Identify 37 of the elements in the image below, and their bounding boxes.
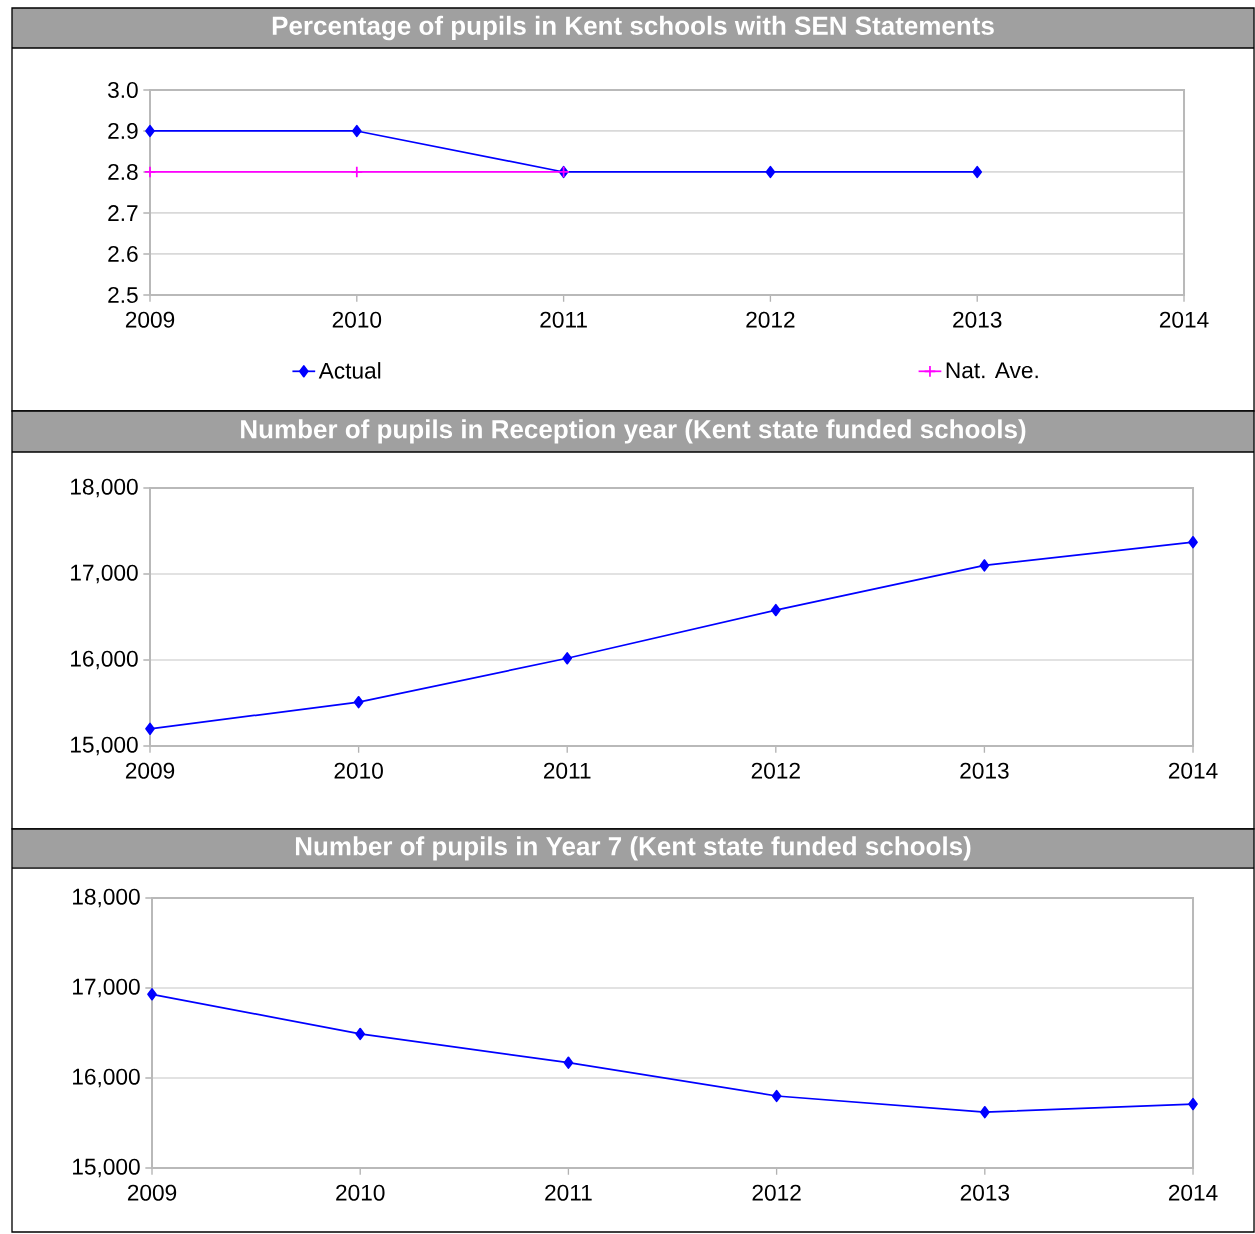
x-tick-label: 2012 [751,762,800,779]
x-tick-label: 2013 [953,311,1002,328]
x-tick-label: 2012 [746,311,795,328]
x-tick-label: 2011 [545,1184,592,1201]
y-tick-label: 2.5 [108,286,138,304]
x-tick-label: 2013 [960,762,1009,779]
x-tick-label: 2012 [752,1184,801,1201]
x-tick-label: 2009 [127,1184,177,1201]
x-tick-label: 2011 [543,762,591,779]
y-tick-label: 15,000 [73,1158,140,1178]
x-tick-label: 2013 [960,1184,1010,1201]
x-tick-label: 2010 [336,1184,385,1201]
x-tick-label: 2014 [1159,311,1209,328]
y-tick-label: 16,000 [73,1068,140,1088]
legend-label: Nat. Ave. [946,362,1038,379]
y-tick-label: 3.0 [107,81,138,99]
chart-title: Number of pupils in Year 7 (Kent state funded schools) [295,836,971,861]
x-tick-label: 2009 [125,311,175,328]
x-tick-label: 2014 [1168,1184,1218,1201]
y-tick-label: 17,000 [71,564,138,584]
y-tick-label: 2.7 [108,205,138,221]
y-tick-label: 15,000 [71,736,138,756]
y-tick-label: 2.6 [108,245,138,263]
x-tick-label: 2010 [334,762,383,779]
legend-label: Actual [318,362,381,379]
chart-title: Percentage of pupils in Kent schools with SEN Statements [272,15,994,41]
y-tick-label: 18,000 [71,478,138,498]
y-tick-label: 16,000 [71,650,138,670]
x-tick-label: 2010 [332,311,382,328]
x-tick-label: 2014 [1168,762,1218,779]
y-tick-label: 17,000 [73,978,140,998]
x-tick-label: 2009 [125,762,175,779]
chart-title: Number of pupils in Reception year (Kent state funded schools) [241,419,1026,444]
y-tick-label: 2.8 [108,163,138,181]
x-tick-label: 2011 [540,311,587,328]
y-tick-label: 18,000 [73,888,140,908]
y-tick-label: 2.9 [108,122,138,140]
